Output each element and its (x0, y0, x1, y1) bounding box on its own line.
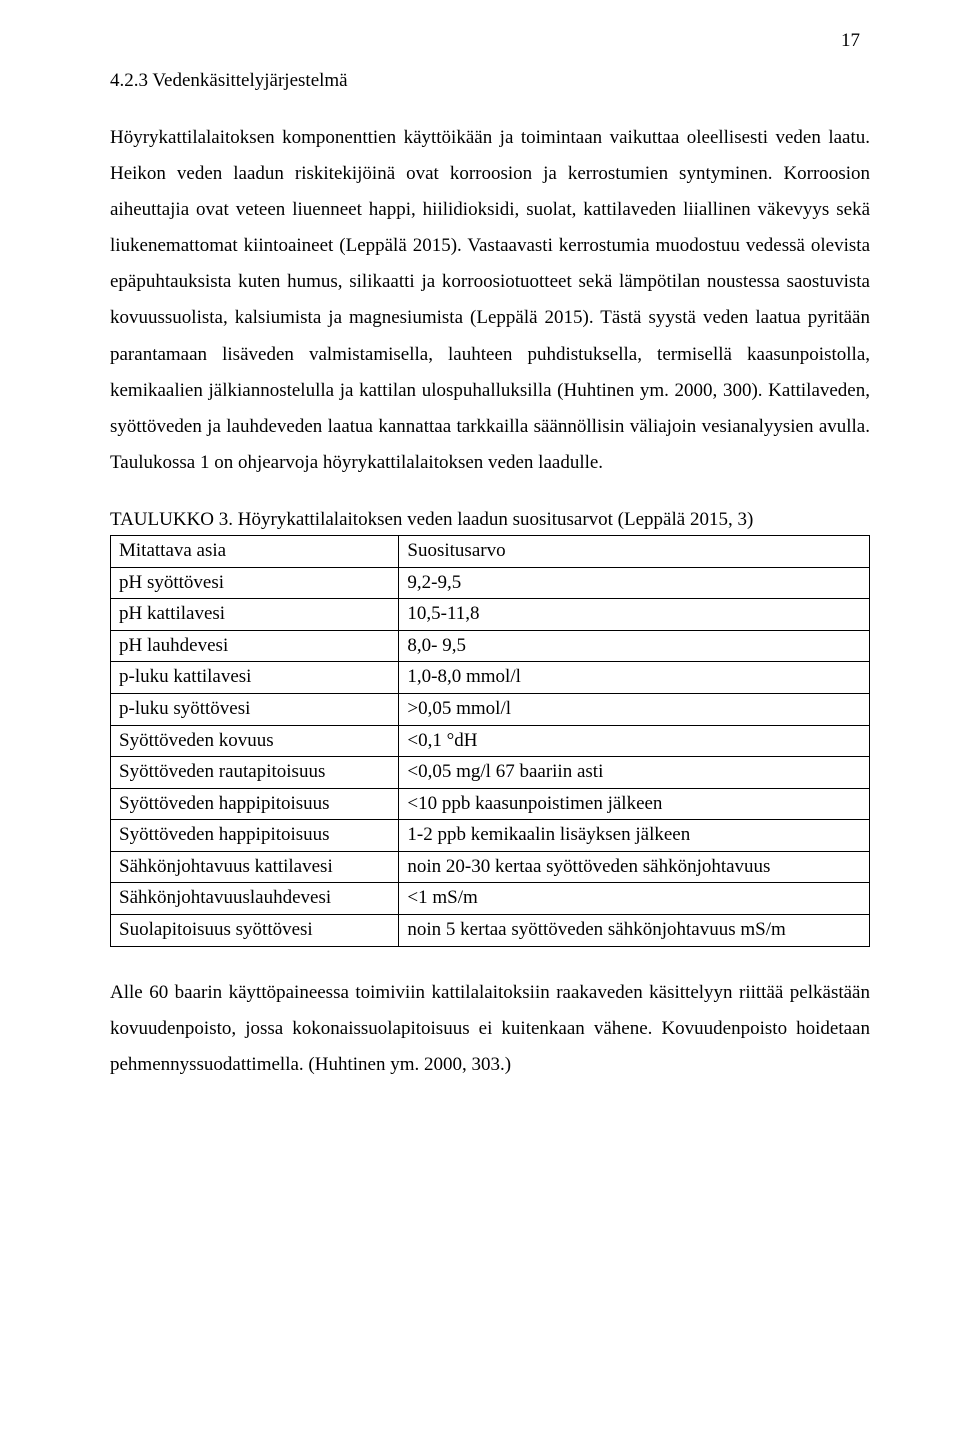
page-number: 17 (841, 30, 860, 52)
table-row: pH kattilavesi 10,5-11,8 (111, 599, 870, 631)
table-cell: Syöttöveden happipitoisuus (111, 788, 399, 820)
table-row: p-luku kattilavesi 1,0-8,0 mmol/l (111, 662, 870, 694)
document-page: 17 4.2.3 Vedenkäsittelyjärjestelmä Höyry… (0, 0, 960, 1444)
table-row: pH syöttövesi 9,2-9,5 (111, 567, 870, 599)
table-cell: p-luku syöttövesi (111, 693, 399, 725)
table-cell: pH lauhdevesi (111, 630, 399, 662)
table-row: Syöttöveden happipitoisuus <10 ppb kaasu… (111, 788, 870, 820)
table-row: p-luku syöttövesi >0,05 mmol/l (111, 693, 870, 725)
paragraph-2: Alle 60 baarin käyttöpaineessa toimiviin… (110, 975, 870, 1083)
table-cell: Sähkönjohtavuuslauhdevesi (111, 883, 399, 915)
table-cell: Suolapitoisuus syöttövesi (111, 915, 399, 947)
table-cell: Syöttöveden rautapitoisuus (111, 757, 399, 789)
paragraph-1: Höyrykattilalaitoksen komponenttien käyt… (110, 120, 870, 481)
table-cell: pH syöttövesi (111, 567, 399, 599)
table-cell: <0,05 mg/l 67 baariin asti (399, 757, 870, 789)
table-header-cell: Suositusarvo (399, 535, 870, 567)
table-header-row: Mitattava asia Suositusarvo (111, 535, 870, 567)
table-cell: 9,2-9,5 (399, 567, 870, 599)
table-row: Syöttöveden happipitoisuus 1-2 ppb kemik… (111, 820, 870, 852)
table-row: Syöttöveden rautapitoisuus <0,05 mg/l 67… (111, 757, 870, 789)
table-row: Sähkönjohtavuuslauhdevesi <1 mS/m (111, 883, 870, 915)
table-row: Sähkönjohtavuus kattilavesi noin 20-30 k… (111, 851, 870, 883)
table-header-cell: Mitattava asia (111, 535, 399, 567)
table-row: Suolapitoisuus syöttövesi noin 5 kertaa … (111, 915, 870, 947)
table-cell: Syöttöveden happipitoisuus (111, 820, 399, 852)
recommendation-table: Mitattava asia Suositusarvo pH syöttöves… (110, 535, 870, 947)
table-cell: noin 20-30 kertaa syöttöveden sähkönjoht… (399, 851, 870, 883)
table-row: Syöttöveden kovuus <0,1 °dH (111, 725, 870, 757)
table-cell: noin 5 kertaa syöttöveden sähkönjohtavuu… (399, 915, 870, 947)
table-cell: <1 mS/m (399, 883, 870, 915)
table-cell: 10,5-11,8 (399, 599, 870, 631)
table-cell: Syöttöveden kovuus (111, 725, 399, 757)
table-row: pH lauhdevesi 8,0- 9,5 (111, 630, 870, 662)
section-heading: 4.2.3 Vedenkäsittelyjärjestelmä (110, 70, 870, 92)
table-cell: <0,1 °dH (399, 725, 870, 757)
table-cell: >0,05 mmol/l (399, 693, 870, 725)
table-cell: 1-2 ppb kemikaalin lisäyksen jälkeen (399, 820, 870, 852)
table-caption: TAULUKKO 3. Höyrykattilalaitoksen veden … (110, 509, 870, 531)
table-cell: Sähkönjohtavuus kattilavesi (111, 851, 399, 883)
table-cell: <10 ppb kaasunpoistimen jälkeen (399, 788, 870, 820)
table-cell: 1,0-8,0 mmol/l (399, 662, 870, 694)
table-cell: pH kattilavesi (111, 599, 399, 631)
table-cell: 8,0- 9,5 (399, 630, 870, 662)
table-cell: p-luku kattilavesi (111, 662, 399, 694)
